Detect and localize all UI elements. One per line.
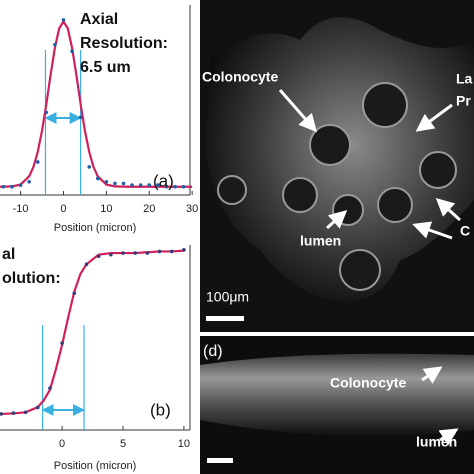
data-point [145, 251, 150, 255]
data-point [109, 252, 113, 257]
data-point [121, 181, 126, 186]
data-point [181, 184, 186, 189]
annotation: 6.5 um [80, 59, 131, 76]
data-point [0, 412, 4, 416]
x-axis-label: Position (micron) [54, 222, 137, 234]
x-tick-label: 10 [100, 203, 112, 215]
data-point [182, 248, 186, 252]
data-point [147, 183, 152, 187]
data-point [95, 176, 100, 181]
data-point [60, 341, 64, 345]
image-label: lumen [416, 434, 457, 450]
arrows [278, 89, 462, 446]
x-tick-label: 10 [178, 438, 190, 450]
annotation: Axial [80, 11, 118, 28]
data-point [113, 181, 117, 186]
scale-bar [206, 316, 244, 321]
x-tick-label: 5 [120, 438, 126, 450]
data-point [10, 184, 14, 189]
crypts [217, 82, 457, 291]
image-label: Colonocyte [330, 375, 406, 391]
data-point [44, 110, 49, 115]
panel-label: (d) [203, 343, 223, 360]
panel-label: (a) [153, 171, 174, 190]
fit-line [0, 19, 193, 188]
data-point [157, 249, 162, 254]
scale-bar-label: 100μm [206, 289, 249, 305]
scale-bar-bottom [207, 458, 233, 463]
data-point [133, 251, 137, 255]
image-label: La [456, 71, 473, 87]
data-point [35, 160, 40, 164]
x-tick-label: 0 [60, 203, 66, 215]
x-tick-label: -10 [13, 203, 29, 215]
x-axis-label: Position (micron) [54, 460, 137, 472]
data-point [96, 254, 101, 259]
data-point [53, 42, 57, 47]
x-tick-label: 30 [186, 203, 198, 215]
data-point [1, 184, 6, 189]
data-point [164, 184, 169, 189]
image-label: Pr [456, 93, 471, 109]
data-point [18, 183, 23, 187]
data-point [84, 262, 89, 267]
data-point [121, 251, 125, 255]
x-tick-label: 20 [143, 203, 155, 215]
data-point [78, 115, 83, 120]
image-label: lumen [300, 233, 341, 249]
x-tick-label: 0 [59, 438, 65, 450]
data-point [48, 386, 52, 390]
data-point [138, 183, 143, 187]
data-point [70, 49, 74, 54]
data-point [11, 411, 16, 415]
data-point [104, 179, 109, 184]
image-label: C [460, 223, 470, 239]
annotation: olution: [2, 270, 61, 287]
data-point [173, 184, 177, 189]
data-point [130, 183, 134, 187]
data-point [87, 165, 92, 169]
data-point [23, 410, 28, 415]
annotation: Resolution: [80, 35, 168, 52]
panel-label: (b) [150, 400, 171, 419]
data-point [72, 291, 77, 296]
data-point [61, 18, 66, 22]
data-point [156, 183, 160, 187]
data-point [27, 179, 31, 184]
image-label: Colonocyte [202, 69, 278, 85]
data-point [35, 405, 40, 410]
annotation: al [2, 246, 15, 263]
data-point [169, 249, 174, 254]
tissue-section [200, 353, 474, 436]
